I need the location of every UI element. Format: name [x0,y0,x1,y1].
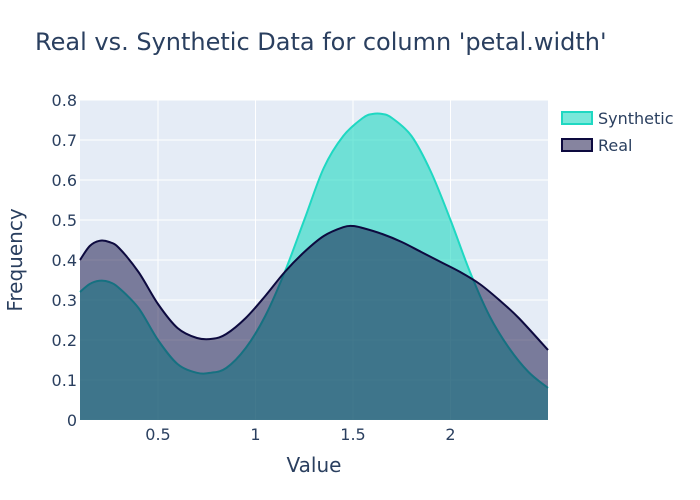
legend-label-synthetic: Synthetic [598,109,674,128]
x-tick-label: 2 [445,425,455,444]
y-tick-label: 0.2 [52,331,77,350]
y-tick-label: 0.4 [52,251,77,270]
chart-title: Real vs. Synthetic Data for column 'peta… [35,28,607,56]
y-tick-label: 0.7 [52,131,77,150]
x-axis-label: Value [287,453,342,477]
y-tick-label: 0 [67,411,77,430]
legend-item-synthetic[interactable]: Synthetic [561,109,674,128]
y-tick-label: 0.1 [52,371,77,390]
x-tick-label: 1.5 [340,425,365,444]
line-real [79,224,549,351]
series-layer [79,112,549,420]
x-tick-label: 1 [250,425,260,444]
legend-item-real[interactable]: Real [561,136,633,155]
y-tick-label: 0.3 [52,291,77,310]
area-real [80,225,548,420]
axis-ticks: 0 0.1 0.2 0.3 0.4 0.5 0.6 0.7 0.8 0.5 1 1.5 2 [52,91,456,444]
y-tick-label: 0.8 [52,91,77,110]
legend-label-real: Real [598,136,633,155]
x-tick-label: 0.5 [145,425,170,444]
y-tick-label: 0.6 [52,171,77,190]
y-axis-label: Frequency [3,208,27,311]
legend-swatch-synthetic [561,111,593,125]
legend[interactable]: Synthetic Real [561,109,674,155]
y-tick-label: 0.5 [52,211,77,230]
legend-swatch-real [561,138,593,152]
